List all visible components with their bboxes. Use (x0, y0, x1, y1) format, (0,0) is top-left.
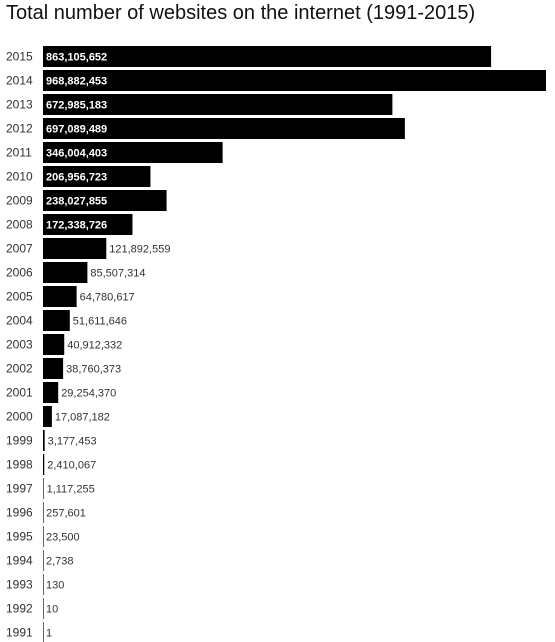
value-label: 121,892,559 (109, 244, 170, 256)
value-label: 130 (46, 580, 64, 592)
year-label: 2013 (6, 98, 33, 112)
bar (43, 238, 107, 259)
bar (43, 598, 44, 619)
year-label: 2008 (6, 218, 33, 232)
value-label: 2,410,067 (47, 460, 96, 472)
value-label: 85,507,314 (90, 268, 145, 280)
value-label: 238,027,855 (46, 196, 107, 208)
bar (43, 262, 88, 283)
year-label: 1998 (6, 458, 33, 472)
year-label: 2015 (6, 50, 33, 64)
value-label: 1 (46, 628, 52, 640)
value-label: 863,105,652 (46, 52, 107, 64)
bar (43, 190, 167, 211)
value-label: 346,004,403 (46, 148, 107, 160)
value-label: 29,254,370 (61, 388, 116, 400)
chart-title: Total number of websites on the internet… (6, 2, 476, 24)
value-label: 697,089,489 (46, 124, 107, 136)
year-label: 2011 (6, 146, 32, 160)
value-label: 206,956,723 (46, 172, 107, 184)
bar (43, 478, 44, 499)
year-label: 2005 (6, 290, 33, 304)
bar (43, 118, 405, 139)
value-label: 38,760,373 (66, 364, 121, 376)
year-label: 2006 (6, 266, 33, 280)
value-label: 10 (46, 604, 58, 616)
value-label: 672,985,183 (46, 100, 107, 112)
bar (43, 358, 64, 379)
bar (43, 406, 52, 427)
bar (43, 94, 393, 115)
year-label: 1992 (6, 602, 33, 616)
year-label: 2010 (6, 170, 33, 184)
year-label: 2014 (6, 74, 33, 88)
bar (43, 382, 59, 403)
value-label: 23,500 (46, 532, 80, 544)
value-label: 172,338,726 (46, 220, 107, 232)
bar (43, 334, 65, 355)
value-label: 2,738 (46, 556, 74, 568)
year-label: 2003 (6, 338, 33, 352)
value-label: 64,780,617 (80, 292, 135, 304)
bar (43, 166, 151, 187)
value-label: 968,882,453 (46, 76, 107, 88)
year-label: 2007 (6, 242, 33, 256)
year-label: 1994 (6, 554, 33, 568)
year-label: 1997 (6, 482, 33, 496)
year-label: 2001 (6, 386, 33, 400)
year-label: 1995 (6, 530, 33, 544)
value-label: 17,087,182 (55, 412, 110, 424)
year-label: 1999 (6, 434, 33, 448)
year-label: 2000 (6, 410, 33, 424)
year-label: 2012 (6, 122, 33, 136)
value-label: 40,912,332 (67, 340, 122, 352)
bar (43, 574, 44, 595)
bar (43, 46, 492, 67)
bar (43, 502, 44, 523)
bar (43, 526, 44, 547)
year-label: 1996 (6, 506, 33, 520)
bar (43, 454, 45, 475)
year-label: 1993 (6, 578, 33, 592)
value-label: 257,601 (46, 508, 86, 520)
bar (43, 310, 70, 331)
value-label: 51,611,646 (73, 316, 127, 328)
bar (43, 70, 546, 91)
year-label: 2009 (6, 194, 33, 208)
year-label: 2004 (6, 314, 33, 328)
bar (43, 550, 44, 571)
bar (43, 214, 133, 235)
year-label: 2002 (6, 362, 33, 376)
value-label: 1,117,255 (47, 484, 95, 496)
bar (43, 430, 45, 451)
year-label: 1991 (6, 626, 33, 640)
bar (43, 622, 44, 642)
bar (43, 142, 223, 163)
bar (43, 286, 77, 307)
value-label: 3,177,453 (48, 436, 97, 448)
